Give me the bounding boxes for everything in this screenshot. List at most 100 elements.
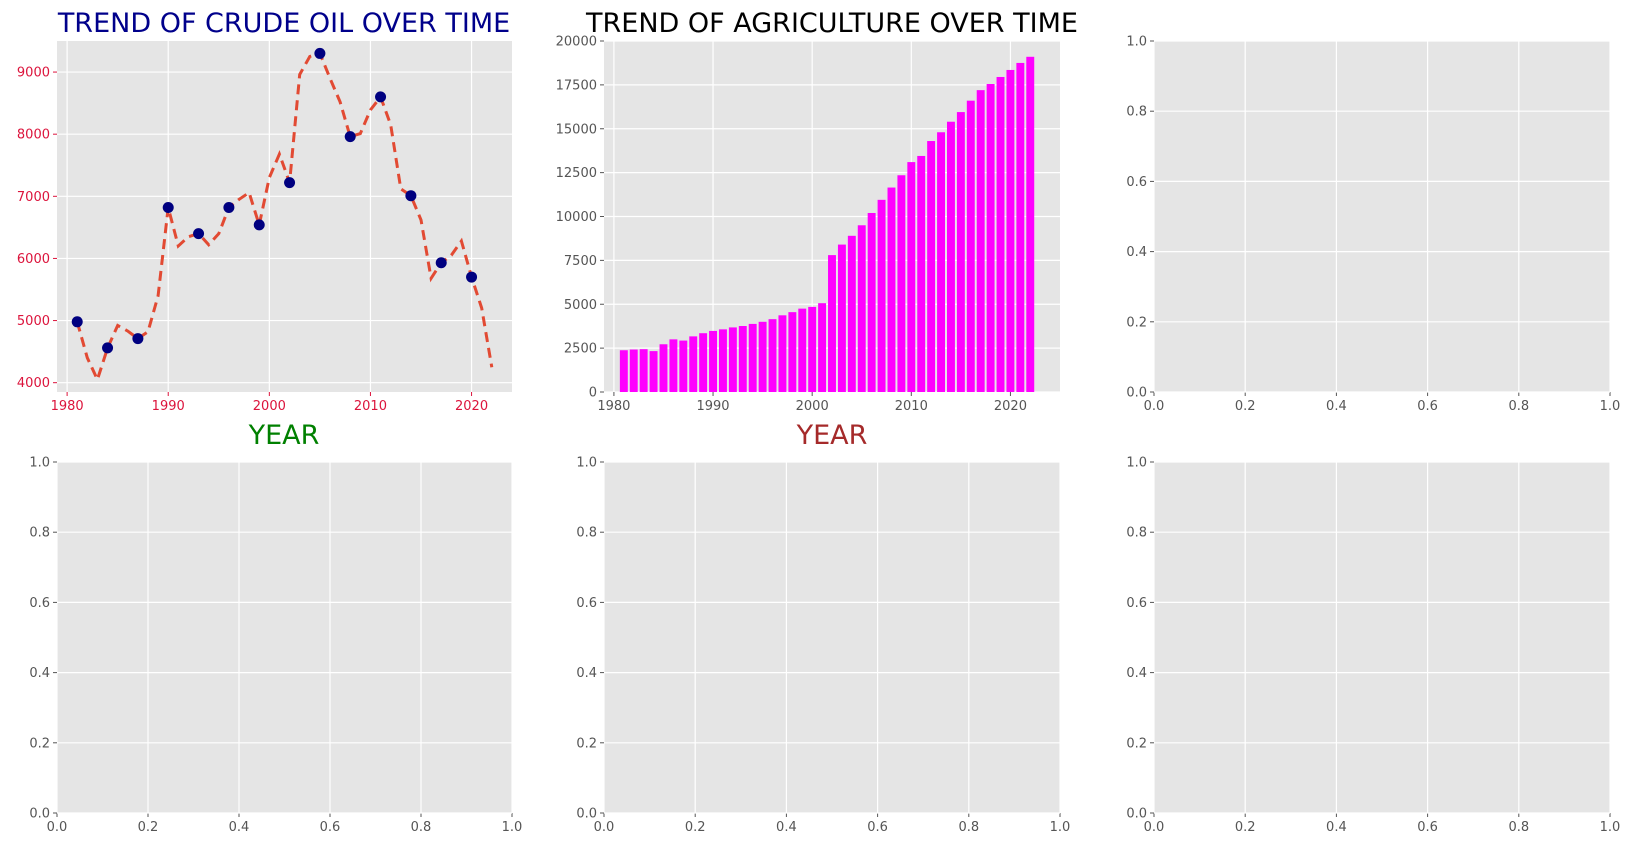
empty-y-tick-label: 1.0 [29,456,50,471]
empty-y-tick-label: 0.6 [29,596,50,611]
empty-y-tick-label: 0.0 [1126,807,1147,822]
agriculture-bar [986,83,995,392]
agriculture-subplot: 0 2500 5000 7500 10000 12500 15000 17500 20000 1… [556,8,1078,451]
agriculture-bar [1026,56,1035,393]
crude-oil-plot-area [57,41,512,392]
empty-x-tick-label: 0.0 [47,820,68,835]
crude-oil-data-point [314,47,326,59]
agriculture-y-tick-label: 5000 [564,298,597,313]
agriculture-y-tick-label: 12500 [556,166,597,181]
agriculture-bar [1016,62,1025,392]
agriculture-bar [659,344,668,392]
empty-y-tick-label: 0.0 [1126,386,1147,401]
empty-y-tick-label: 0.8 [1126,105,1147,120]
crude-oil-y-tick-label: 5000 [17,314,50,329]
empty-x-tick-label: 0.4 [776,820,797,835]
agriculture-bar [758,321,767,392]
crude-oil-data-point [71,316,83,328]
crude-oil-x-tick-label: 2000 [253,399,286,414]
agriculture-chart-title: TREND OF AGRICULTURE OVER TIME [585,8,1078,39]
empty-x-tick-label: 0.4 [1326,399,1347,414]
empty-y-tick-label: 0.6 [576,596,597,611]
agriculture-bar [867,212,876,392]
crude-oil-data-point [162,201,174,213]
empty-y-tick-label: 0.8 [576,526,597,541]
agriculture-bar [897,175,906,392]
agriculture-y-tick-label: 20000 [556,35,597,50]
agriculture-x-tick-label: 2010 [895,399,928,414]
agriculture-bar [857,225,866,392]
crude-oil-chart-title: TREND OF CRUDE OIL OVER TIME [57,8,510,39]
agriculture-y-tick-label: 2500 [564,342,597,357]
agriculture-bar [639,349,648,392]
crude-oil-gridlines [57,41,512,392]
agriculture-bar [709,330,718,392]
empty-x-tick-label: 0.2 [1235,399,1256,414]
empty-y-tick-label: 0.6 [1126,175,1147,190]
crude-oil-data-point [253,219,265,231]
agriculture-bar [877,199,886,392]
empty-x-tick-label: 0.0 [1144,399,1165,414]
empty-x-tick-label: 0.4 [1326,820,1347,835]
agriculture-bar [768,319,777,392]
empty-x-tick-label: 0.2 [685,820,706,835]
crude-oil-y-tick-label: 9000 [17,66,50,81]
crude-oil-trend-line [75,51,494,384]
agriculture-x-ticks: 1980 1990 2000 2010 2020 [597,392,1027,414]
crude-oil-data-point [405,190,417,202]
empty-plot-area [57,462,512,813]
crude-oil-data-point [466,271,478,283]
agriculture-bar [818,303,827,392]
agriculture-x-tick-label: 1980 [597,399,630,414]
crude-oil-y-tick-label: 4000 [17,376,50,391]
agriculture-y-ticks: 0 2500 5000 7500 10000 12500 15000 17500 20000 [556,35,604,401]
empty-subplot-row2-col3: 0.0 0.2 0.4 0.6 0.8 1.0 0.0 0.2 0.4 0.6 0.8 1.0 [1126,456,1620,836]
crude-oil-x-tick-label: 1990 [152,399,185,414]
empty-y-tick-label: 0.2 [1126,315,1147,330]
empty-x-tick-label: 1.0 [1600,820,1621,835]
crude-oil-y-tick-label: 7000 [17,190,50,205]
empty-plot-area [1154,41,1610,392]
agriculture-bar [937,132,946,392]
empty-y-tick-label: 0.8 [1126,526,1147,541]
agriculture-bar [689,336,698,392]
agriculture-bar [798,308,807,392]
empty-x-tick-label: 0.6 [320,820,341,835]
agriculture-bar [649,351,658,392]
empty-y-tick-label: 0.6 [1126,596,1147,611]
agriculture-bar [946,121,955,392]
empty-y-tick-label: 1.0 [576,456,597,471]
crude-oil-markers [71,47,478,354]
crude-oil-data-point [132,333,144,345]
empty-x-tick-label: 0.6 [867,820,888,835]
agriculture-bars [619,56,1035,393]
agriculture-bar [619,350,628,392]
empty-y-tick-label: 0.0 [576,807,597,822]
agriculture-y-tick-label: 17500 [556,78,597,93]
empty-x-tick-label: 0.0 [1144,820,1165,835]
empty-y-tick-label: 0.2 [576,736,597,751]
agriculture-bar [828,255,836,392]
agriculture-bar [738,326,747,392]
empty-x-tick-label: 0.8 [958,820,979,835]
empty-y-tick-label: 1.0 [1126,35,1147,50]
agriculture-x-axis-label: YEAR [796,420,868,451]
crude-oil-x-tick-label: 2020 [455,399,488,414]
agriculture-bar [808,306,817,392]
empty-x-tick-label: 1.0 [1050,820,1071,835]
agriculture-bar [788,312,797,392]
empty-x-tick-label: 0.6 [1417,399,1438,414]
crude-oil-y-tick-label: 6000 [17,252,50,267]
empty-y-tick-label: 0.4 [29,666,50,681]
agriculture-bar [927,141,936,392]
agriculture-x-tick-label: 1990 [696,399,729,414]
empty-x-tick-label: 0.8 [1508,399,1529,414]
crude-oil-data-point [193,228,205,240]
empty-x-tick-label: 0.8 [1508,820,1529,835]
agriculture-bar [778,315,787,392]
empty-y-tick-label: 0.0 [29,807,50,822]
agriculture-bar [907,162,916,392]
agriculture-y-tick-label: 0 [589,386,597,401]
crude-oil-data-point [375,91,387,103]
